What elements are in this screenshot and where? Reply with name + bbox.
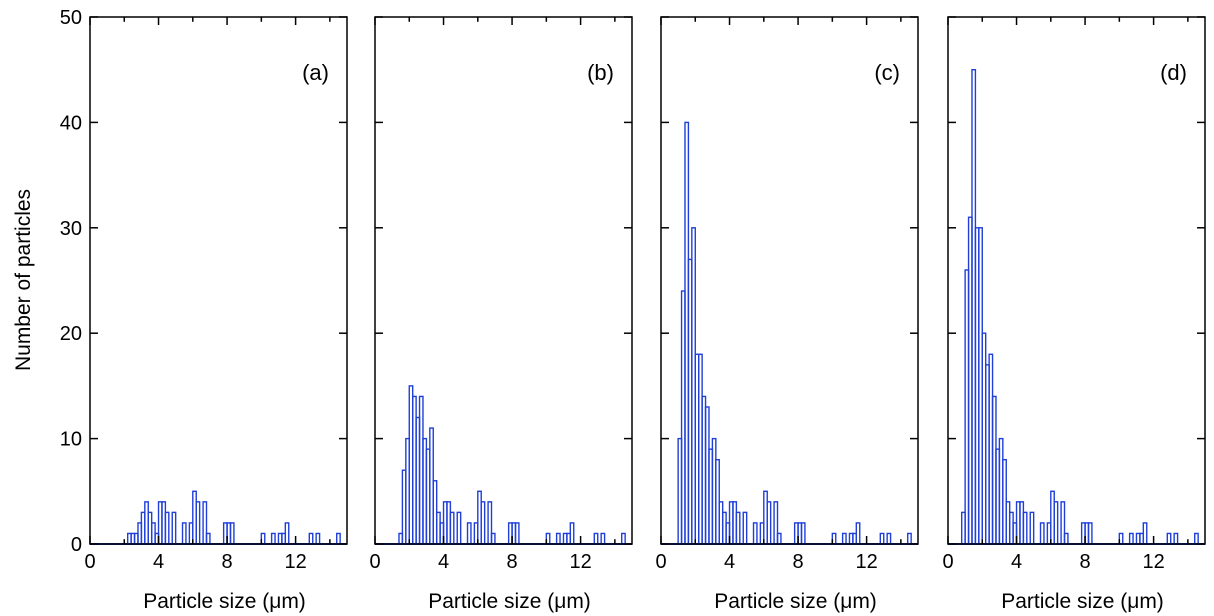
histogram-bar	[466, 522, 472, 545]
histogram-bar	[315, 532, 321, 545]
panel-b: 0 4 8 12 Particle size (μm) (b)	[369, 16, 633, 613]
histogram-bar	[766, 501, 772, 545]
histogram-bar	[855, 522, 861, 545]
x-tick-label: 12	[284, 551, 306, 573]
histogram-bar	[171, 511, 177, 545]
histogram-bar	[449, 511, 455, 545]
histogram-bar	[621, 532, 626, 545]
plot-frame	[660, 16, 919, 545]
histogram-bar	[735, 511, 741, 545]
y-axis-title: Number of particles	[12, 189, 35, 371]
x-tick-label: 0	[655, 551, 666, 573]
x-tick-label: 8	[507, 551, 518, 573]
histogram-bar	[776, 532, 782, 545]
y-tick-label: 10	[60, 429, 82, 451]
histogram-bar	[742, 511, 748, 545]
histogram-bar	[593, 532, 599, 545]
histogram-bar	[1128, 532, 1134, 545]
panel-label: (c)	[874, 60, 900, 85]
panel-a: 0 10 20 30 40 50 0 4 8 12 Particle size (μm) (a)	[60, 7, 348, 613]
x-tick-label: 4	[153, 551, 164, 573]
panel-label: (d)	[1160, 60, 1187, 85]
panel-label: (b)	[587, 60, 614, 85]
x-axis-title: Particle size (μm)	[714, 590, 877, 613]
histogram-bar	[195, 501, 201, 545]
x-axis-title: Particle size (μm)	[143, 590, 306, 613]
histogram-bar	[600, 532, 606, 545]
histogram-bar	[886, 532, 892, 545]
x-tick-label: 12	[855, 551, 877, 573]
x-tick-label: 0	[369, 551, 380, 573]
plot-frame	[89, 16, 348, 545]
y-tick-label: 50	[60, 7, 82, 29]
histogram-bar	[1087, 522, 1093, 545]
histogram-bar	[490, 532, 496, 545]
y-tick-label: 30	[60, 218, 82, 240]
histogram-bar	[164, 511, 170, 545]
plot-frame	[374, 16, 633, 545]
histogram-bar	[1166, 532, 1172, 545]
x-tick-label: 4	[1011, 551, 1022, 573]
histogram-bar	[1053, 501, 1059, 545]
histogram-bar	[1029, 511, 1035, 545]
x-tick-label: 8	[1080, 551, 1091, 573]
histogram-bar	[841, 532, 847, 545]
y-tick-label: 20	[60, 323, 82, 345]
histogram-bar	[800, 522, 806, 545]
histogram-bar	[336, 532, 341, 545]
panel-label: (a)	[302, 60, 329, 85]
histogram-bar	[555, 532, 561, 545]
x-tick-label: 0	[84, 551, 95, 573]
x-tick-label: 4	[438, 551, 449, 573]
histogram-bar	[480, 501, 486, 545]
x-axis-title: Particle size (μm)	[1001, 590, 1164, 613]
histogram-bar	[1063, 532, 1069, 545]
histogram-bar	[181, 522, 187, 545]
x-tick-label: 0	[942, 551, 953, 573]
histogram-bar	[308, 532, 314, 545]
histogram-bar	[1173, 532, 1179, 545]
histogram-bar	[879, 532, 885, 545]
plot-frame	[947, 16, 1206, 545]
y-tick-label: 40	[60, 112, 82, 134]
x-tick-label: 12	[569, 551, 591, 573]
histogram-bar	[514, 522, 520, 545]
panel-c: 0 4 8 12 Particle size (μm) (c)	[655, 16, 919, 613]
histogram-bar	[270, 532, 276, 545]
x-tick-label: 4	[724, 551, 735, 573]
histogram-bar	[205, 532, 211, 545]
panel-d: 0 4 8 12 Particle size (μm) (d)	[942, 16, 1206, 613]
x-tick-label: 8	[222, 551, 233, 573]
histogram-bar	[1194, 532, 1199, 545]
x-tick-label: 12	[1142, 551, 1164, 573]
histogram-bar	[907, 532, 912, 545]
histogram-bar	[1142, 522, 1148, 545]
x-tick-label: 8	[793, 551, 804, 573]
y-tick-label: 0	[71, 534, 82, 556]
histogram-bar	[1039, 522, 1045, 545]
histogram-bar	[456, 511, 462, 545]
histogram-bar	[752, 522, 758, 545]
histogram-bar	[1022, 511, 1028, 545]
histogram-bar	[569, 522, 575, 545]
histogram-bar	[284, 522, 290, 545]
x-axis-title: Particle size (μm)	[428, 590, 591, 613]
histogram-bar	[229, 522, 235, 545]
